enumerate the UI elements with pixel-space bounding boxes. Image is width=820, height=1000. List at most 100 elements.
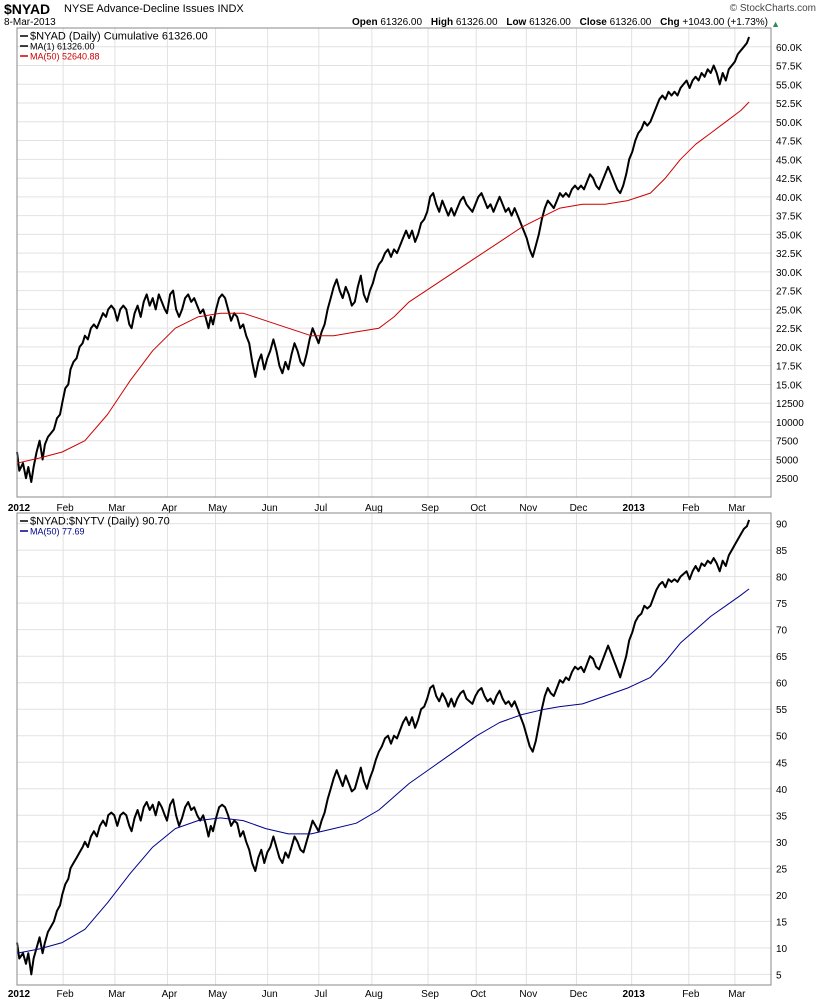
x-tick-label: Feb (57, 503, 75, 514)
x-tick-label: 2012 (8, 503, 31, 514)
series-line (16, 36, 751, 483)
x-tick-label: Feb (682, 503, 700, 514)
y-tick-label: 25 (776, 864, 788, 875)
series-line (16, 519, 751, 976)
up-arrow-icon: ▲ (771, 19, 780, 29)
high-label: High (430, 17, 454, 28)
plot-area-1 (17, 28, 771, 497)
y-tick-label: 5 (776, 970, 782, 981)
x-tick-label: Mar (728, 503, 746, 514)
y-tick-label: 52.5K (776, 99, 802, 110)
legend-entry: MA(50) 77.69 (30, 527, 85, 537)
symbol-description: NYSE Advance-Decline Issues INDX (64, 3, 244, 15)
legend-entry: $NYAD (Daily) Cumulative 61326.00 (30, 31, 208, 43)
y-tick-label: 65 (776, 652, 788, 663)
y-tick-label: 45.0K (776, 155, 802, 166)
x-tick-label: 2013 (623, 989, 646, 1000)
y-tick-label: 42.5K (776, 174, 802, 185)
legend-entry: $NYAD:$NYTV (Daily) 90.70 (30, 516, 170, 528)
y-tick-label: 30 (776, 838, 788, 849)
ohlc-summary: Open 61326.00 High 61326.00 Low 61326.00… (346, 17, 768, 28)
x-tick-label: Jul (314, 989, 327, 1000)
low-label: Low (506, 17, 527, 28)
x-tick-label: Apr (162, 503, 178, 514)
plot-frame (16, 27, 772, 498)
y-tick-label: 27.5K (776, 287, 802, 298)
high-value: 61326.00 (455, 17, 498, 28)
open-value: 61326.00 (380, 17, 423, 28)
y-tick-label: 60.0K (776, 43, 802, 54)
y-tick-label: 45 (776, 758, 788, 769)
quote-date: 8-Mar-2013 (4, 17, 56, 28)
x-tick-label: Aug (365, 989, 383, 1000)
y-tick-label: 40.0K (776, 193, 802, 204)
plot-frame (16, 512, 772, 986)
x-tick-label: Mar (108, 989, 126, 1000)
y-tick-label: 40 (776, 785, 788, 796)
y-tick-label: 17.5K (776, 362, 802, 373)
y-tick-label: 7500 (776, 437, 799, 448)
x-tick-label: Dec (570, 503, 588, 514)
open-label: Open (352, 17, 378, 28)
y-tick-label: 15.0K (776, 380, 802, 391)
x-tick-label: Dec (570, 989, 588, 1000)
legend-entry: MA(1) 61326.00 (30, 42, 95, 52)
close-label: Close (579, 17, 607, 28)
y-tick-label: 55 (776, 705, 788, 716)
y-tick-label: 80 (776, 573, 788, 584)
x-tick-label: Feb (682, 989, 700, 1000)
x-tick-label: Apr (162, 989, 178, 1000)
low-value: 61326.00 (529, 17, 571, 28)
y-tick-label: 15 (776, 917, 788, 928)
chg-value: +1043.00 (+1.73%) (682, 17, 768, 28)
y-tick-label: 2500 (776, 474, 799, 485)
legend-entry: MA(50) 52640.88 (30, 52, 100, 62)
x-tick-label: 2013 (623, 503, 646, 514)
y-tick-label: 60 (776, 679, 788, 690)
x-tick-label: 2012 (8, 989, 31, 1000)
y-tick-label: 70 (776, 626, 788, 637)
chg-label: Chg (660, 17, 680, 28)
chart-header: $NYAD NYSE Advance-Decline Issues INDX 8… (0, 0, 820, 29)
x-tick-label: Feb (57, 989, 75, 1000)
y-tick-label: 90 (776, 520, 788, 531)
y-tick-label: 35.0K (776, 230, 802, 241)
exchange-text: INDX (217, 3, 244, 15)
y-tick-label: 10 (776, 944, 788, 955)
x-tick-label: Jul (314, 503, 327, 514)
watermark: © StockCharts.com (729, 3, 816, 14)
y-tick-label: 12500 (776, 399, 804, 410)
y-tick-label: 20.0K (776, 343, 802, 354)
x-tick-label: Aug (365, 503, 383, 514)
x-tick-label: Nov (519, 503, 537, 514)
y-tick-label: 75 (776, 599, 788, 610)
x-tick-label: Nov (519, 989, 537, 1000)
x-tick-label: Jun (262, 989, 278, 1000)
y-tick-label: 20 (776, 891, 788, 902)
x-tick-label: Jun (262, 503, 278, 514)
x-tick-label: Sep (421, 989, 439, 1000)
series-line (16, 588, 750, 954)
symbol: $NYAD (4, 1, 51, 17)
x-tick-label: May (208, 503, 227, 514)
y-tick-label: 50 (776, 732, 788, 743)
y-tick-label: 30.0K (776, 268, 802, 279)
y-tick-label: 47.5K (776, 137, 802, 148)
y-tick-label: 37.5K (776, 212, 802, 223)
x-tick-label: May (208, 989, 227, 1000)
y-tick-label: 32.5K (776, 249, 802, 260)
close-value: 61326.00 (609, 17, 652, 28)
x-tick-label: Mar (728, 989, 746, 1000)
y-tick-label: 25.0K (776, 305, 802, 316)
description-text: NYSE Advance-Decline Issues (64, 3, 215, 15)
y-tick-label: 35 (776, 811, 788, 822)
y-tick-label: 85 (776, 546, 788, 557)
y-tick-label: 55.0K (776, 80, 802, 91)
y-tick-label: 10000 (776, 418, 804, 429)
y-tick-label: 5000 (776, 455, 799, 466)
series-line (16, 101, 750, 464)
x-tick-label: Mar (108, 503, 126, 514)
x-tick-label: Oct (470, 503, 486, 514)
y-tick-label: 57.5K (776, 62, 802, 73)
